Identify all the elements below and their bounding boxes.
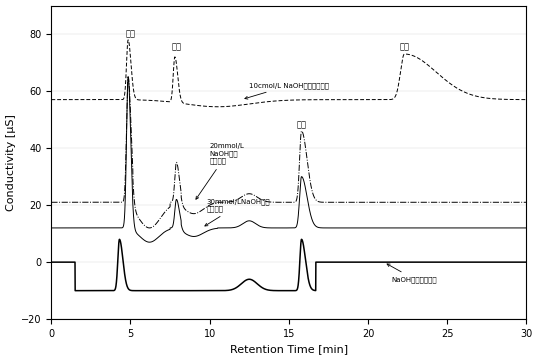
Text: 草酸: 草酸 (172, 42, 182, 51)
Text: 20mmol/L
NaOH溶液
等度洗脱: 20mmol/L NaOH溶液 等度洗脱 (196, 143, 245, 199)
Text: 30mmol/LNaOH溶液
等度洗脱: 30mmol/LNaOH溶液 等度洗脱 (205, 198, 270, 226)
Text: 草酸: 草酸 (400, 42, 409, 51)
X-axis label: Retention Time [min]: Retention Time [min] (230, 345, 348, 355)
Y-axis label: Conductivity [μS]: Conductivity [μS] (5, 114, 16, 211)
Text: 草酸: 草酸 (297, 121, 307, 130)
Text: NaOH溶液梯度洗脱: NaOH溶液梯度洗脱 (387, 264, 437, 283)
Text: 10cmol/L NaOH溶液等度洗脱: 10cmol/L NaOH溶液等度洗脱 (245, 82, 329, 99)
Text: 草酸: 草酸 (126, 30, 136, 39)
